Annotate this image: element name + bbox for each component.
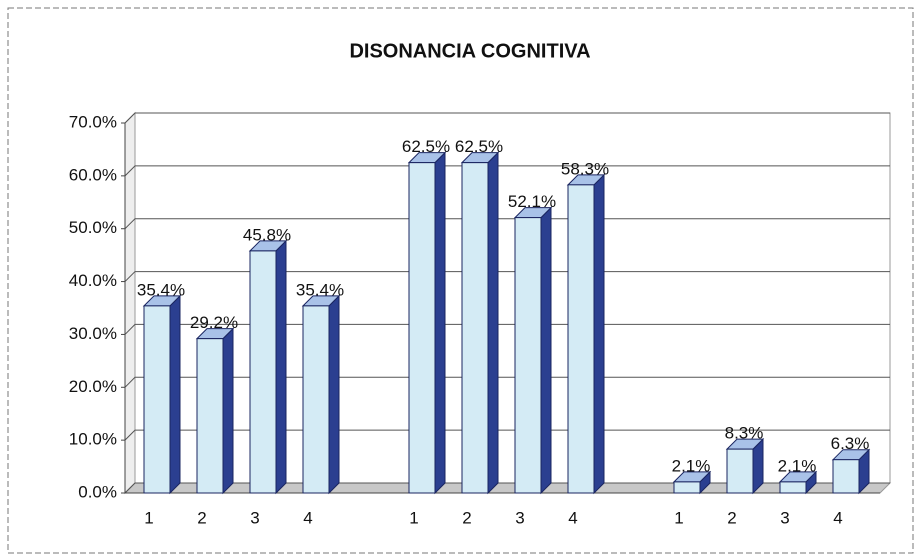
x-tick-label: 2 bbox=[197, 508, 206, 527]
grid-line bbox=[124, 376, 890, 388]
side-wall bbox=[124, 111, 136, 495]
x-tick-label: 4 bbox=[568, 508, 577, 527]
grid-line bbox=[124, 323, 890, 335]
y-tick-label: 60.0% bbox=[69, 165, 117, 184]
value-label: 58.3% bbox=[561, 159, 609, 178]
y-tick-label: 0.0% bbox=[78, 482, 117, 501]
y-tick-label: 10.0% bbox=[69, 430, 117, 449]
y-tick-label: 30.0% bbox=[69, 324, 117, 343]
bar-side bbox=[222, 327, 234, 495]
value-label: 2.1% bbox=[672, 456, 711, 475]
x-tick-label: 1 bbox=[674, 508, 683, 527]
value-label: 62.5% bbox=[402, 137, 450, 156]
grid-line bbox=[124, 112, 890, 124]
bar-side bbox=[275, 239, 287, 495]
bar bbox=[514, 217, 542, 494]
bar-side bbox=[434, 151, 446, 495]
bar-side bbox=[487, 151, 499, 495]
bar bbox=[832, 459, 860, 494]
bar-side bbox=[169, 294, 181, 495]
x-tick-label: 2 bbox=[727, 508, 736, 527]
value-label: 6.3% bbox=[831, 434, 870, 453]
bar bbox=[408, 162, 436, 494]
x-tick-label: 4 bbox=[303, 508, 312, 527]
bar bbox=[302, 305, 330, 494]
bar bbox=[143, 305, 171, 494]
x-tick-label: 4 bbox=[833, 508, 842, 527]
y-tick-label: 70.0% bbox=[69, 112, 117, 131]
grid-line bbox=[124, 429, 890, 441]
grid-line bbox=[124, 218, 890, 230]
y-tick-label: 40.0% bbox=[69, 271, 117, 290]
bar bbox=[461, 162, 489, 494]
value-label: 62.5% bbox=[455, 137, 503, 156]
value-label: 8.3% bbox=[725, 424, 764, 443]
bar bbox=[249, 250, 277, 494]
bar bbox=[779, 481, 807, 494]
x-tick-label: 3 bbox=[515, 508, 524, 527]
x-tick-label: 3 bbox=[780, 508, 789, 527]
bar bbox=[567, 184, 595, 494]
value-label: 35.4% bbox=[137, 280, 185, 299]
bar-side bbox=[593, 173, 605, 495]
bar bbox=[196, 338, 224, 494]
x-tick-label: 1 bbox=[409, 508, 418, 527]
y-tick-label: 50.0% bbox=[69, 218, 117, 237]
bar bbox=[673, 481, 701, 494]
grid-line bbox=[124, 271, 890, 282]
value-label: 29.2% bbox=[190, 313, 238, 332]
y-tick-label: 20.0% bbox=[69, 377, 117, 396]
bar bbox=[726, 448, 754, 494]
x-tick-label: 3 bbox=[250, 508, 259, 527]
value-label: 52.1% bbox=[508, 192, 556, 211]
bar-side bbox=[540, 206, 552, 495]
bar-side bbox=[328, 294, 340, 495]
grid-line bbox=[124, 482, 890, 494]
grid-line bbox=[124, 165, 890, 177]
value-label: 2.1% bbox=[778, 456, 817, 475]
floor bbox=[123, 482, 892, 494]
value-label: 35.4% bbox=[296, 280, 344, 299]
x-tick-label: 2 bbox=[462, 508, 471, 527]
x-tick-label: 1 bbox=[144, 508, 153, 527]
chart-title: DISONANCIA COGNITIVA bbox=[349, 40, 590, 62]
back-wall bbox=[134, 112, 891, 484]
value-label: 45.8% bbox=[243, 225, 291, 244]
